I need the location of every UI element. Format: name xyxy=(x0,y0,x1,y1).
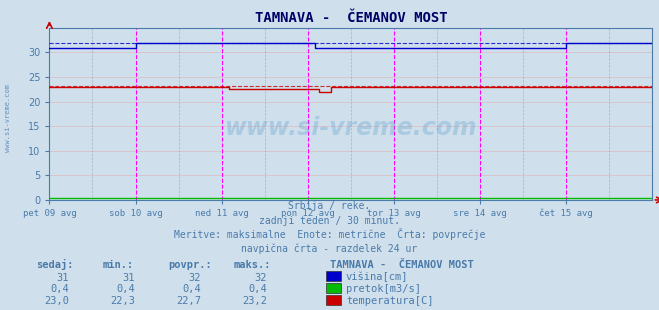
Text: 22,7: 22,7 xyxy=(176,296,201,306)
Text: 31: 31 xyxy=(57,272,69,282)
Text: višina[cm]: višina[cm] xyxy=(346,272,409,282)
Text: 22,3: 22,3 xyxy=(110,296,135,306)
Title: TAMNAVA -  ČEMANOV MOST: TAMNAVA - ČEMANOV MOST xyxy=(254,11,447,25)
Text: povpr.:: povpr.: xyxy=(168,260,212,270)
Text: maks.:: maks.: xyxy=(234,260,272,270)
Text: 32: 32 xyxy=(254,272,267,282)
Text: pretok[m3/s]: pretok[m3/s] xyxy=(346,284,421,294)
Text: sedaj:: sedaj: xyxy=(36,259,74,270)
Text: 31: 31 xyxy=(123,272,135,282)
Text: 23,2: 23,2 xyxy=(242,296,267,306)
Text: Meritve: maksimalne  Enote: metrične  Črta: povprečje: Meritve: maksimalne Enote: metrične Črta… xyxy=(174,228,485,240)
Text: Srbija / reke.: Srbija / reke. xyxy=(289,201,370,211)
Text: navpična črta - razdelek 24 ur: navpična črta - razdelek 24 ur xyxy=(241,244,418,254)
Text: zadnji teden / 30 minut.: zadnji teden / 30 minut. xyxy=(259,216,400,226)
Text: www.si-vreme.com: www.si-vreme.com xyxy=(225,116,477,140)
Text: 0,4: 0,4 xyxy=(117,284,135,294)
Text: 0,4: 0,4 xyxy=(248,284,267,294)
Text: min.:: min.: xyxy=(102,260,133,270)
Text: 0,4: 0,4 xyxy=(51,284,69,294)
Text: 32: 32 xyxy=(188,272,201,282)
Text: 0,4: 0,4 xyxy=(183,284,201,294)
Text: TAMNAVA -  ČEMANOV MOST: TAMNAVA - ČEMANOV MOST xyxy=(330,260,473,270)
Text: temperatura[C]: temperatura[C] xyxy=(346,296,434,306)
Text: 23,0: 23,0 xyxy=(44,296,69,306)
Text: www.si-vreme.com: www.si-vreme.com xyxy=(5,84,11,152)
